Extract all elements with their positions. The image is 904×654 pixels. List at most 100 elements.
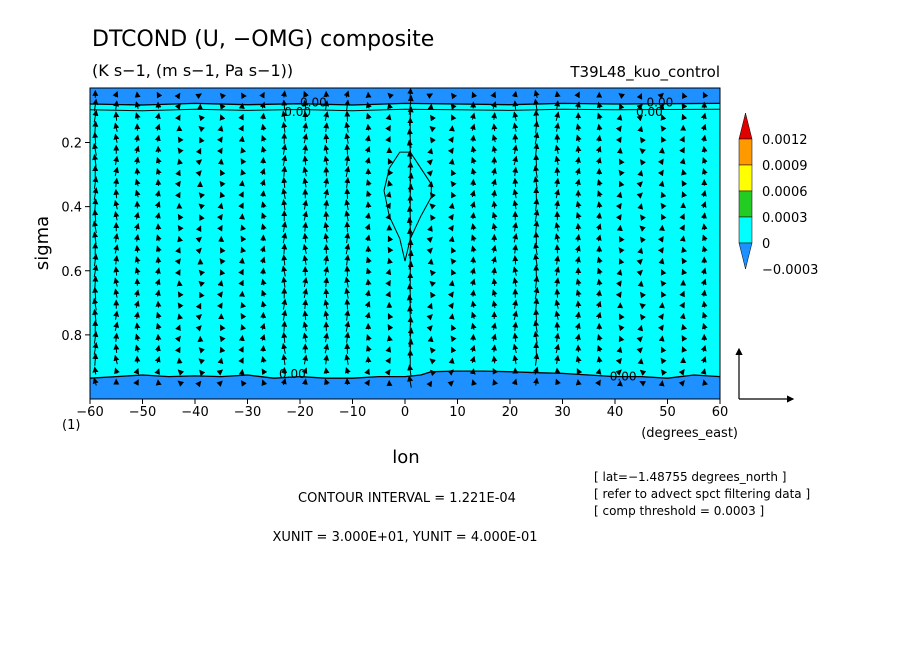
vector-arrow	[679, 224, 685, 232]
vector-arrow	[574, 245, 581, 253]
vector-arrow	[615, 291, 622, 299]
vector-arrow	[155, 379, 162, 386]
vector-arrow	[616, 191, 623, 199]
vector-arrow	[491, 200, 498, 209]
vector-arrow	[92, 253, 99, 267]
vector-arrow	[302, 122, 309, 133]
vector-arrow	[195, 302, 202, 310]
vector-arrow	[92, 353, 99, 366]
vector-arrow	[259, 91, 265, 99]
vector-arrow	[554, 255, 561, 265]
vector-arrow	[491, 112, 498, 120]
vector-arrow	[533, 366, 539, 375]
vector-arrow	[595, 212, 602, 220]
vector-arrow	[533, 109, 540, 123]
vector-arrow	[177, 369, 185, 376]
vector-arrow	[387, 324, 394, 331]
vector-arrow	[219, 103, 226, 110]
vector-arrow	[302, 310, 309, 321]
vector-arrow	[198, 280, 205, 288]
vector-arrow	[113, 321, 119, 332]
vector-arrow	[133, 145, 140, 154]
vector-arrow	[177, 147, 184, 155]
vector-arrow	[155, 167, 162, 175]
vector-arrow	[133, 300, 140, 309]
vector-arrow	[448, 235, 455, 243]
vector-arrow	[636, 347, 643, 354]
vector-arrow	[660, 346, 667, 354]
vector-arrow	[636, 92, 643, 100]
vector-arrow	[512, 166, 519, 177]
vector-arrow	[679, 157, 686, 165]
vector-arrow	[512, 155, 518, 166]
vector-arrow	[661, 136, 667, 144]
vector-arrow	[302, 210, 309, 221]
vector-arrow	[177, 158, 184, 165]
vector-arrow	[701, 223, 708, 231]
vector-arrow	[470, 234, 477, 242]
vector-arrow	[660, 280, 667, 287]
vector-arrow	[660, 369, 668, 376]
vector-arrow	[469, 355, 476, 364]
chart-title: DTCOND (U, −OMG) composite	[92, 27, 434, 52]
colorbar-segment	[738, 190, 753, 218]
vector-arrow	[385, 213, 391, 221]
vector-arrow	[260, 190, 266, 197]
vector-arrow	[636, 103, 643, 111]
vector-arrow	[134, 311, 140, 320]
vector-arrow	[344, 243, 351, 255]
vector-arrow	[470, 223, 477, 231]
vector-arrow	[281, 110, 288, 122]
vector-arrow	[450, 258, 457, 265]
vector-arrow	[364, 157, 371, 164]
vector-arrow	[574, 322, 581, 331]
vector-arrow	[595, 289, 602, 297]
vector-arrow	[470, 311, 477, 319]
vector-arrow	[700, 267, 707, 275]
vector-arrow	[636, 114, 643, 122]
vector-arrow	[385, 346, 392, 353]
vector-arrow	[92, 109, 99, 123]
vector-arrow	[574, 91, 580, 99]
vector-arrow	[616, 269, 623, 276]
vector-arrow	[302, 354, 309, 365]
vector-arrow	[554, 188, 560, 199]
vector-arrow	[657, 169, 664, 177]
vector-arrow	[469, 267, 476, 275]
vector-arrow	[533, 330, 540, 344]
vector-arrow	[533, 353, 540, 366]
vector-arrow	[260, 223, 267, 231]
vector-arrow	[260, 201, 267, 209]
vector-arrow	[216, 213, 223, 221]
x-tick-label: 10	[449, 405, 466, 420]
vector-arrow	[238, 279, 244, 287]
vector-arrow	[554, 310, 561, 320]
vector-arrow	[344, 165, 351, 177]
vector-arrow	[681, 113, 688, 121]
vector-arrow	[618, 258, 625, 265]
vector-arrow	[323, 188, 330, 199]
vector-arrow	[281, 154, 288, 166]
vector-arrow	[113, 100, 120, 110]
vector-arrow	[155, 234, 162, 242]
vector-arrow	[512, 111, 519, 121]
vector-arrow	[679, 312, 686, 320]
vector-arrow	[575, 134, 582, 143]
vector-arrow	[427, 225, 433, 232]
vector-arrow	[219, 114, 226, 121]
vector-arrow	[533, 275, 540, 289]
y-axis: 0.2 0.4 0.6 0.8	[61, 137, 90, 344]
vector-arrow	[679, 135, 685, 143]
vector-arrow	[702, 311, 708, 319]
vector-arrow	[387, 313, 394, 320]
vector-arrow	[198, 192, 205, 199]
vector-arrow	[323, 367, 330, 374]
vector-arrow	[533, 198, 540, 211]
vector-arrow	[512, 221, 519, 232]
units-text: XUNIT = 3.000E+01, YUNIT = 4.000E-01	[273, 530, 538, 545]
vector-arrow	[364, 223, 371, 231]
x-tick-label: 30	[554, 405, 571, 420]
vector-arrow	[134, 333, 141, 342]
vector-arrow	[174, 258, 181, 265]
vector-arrow	[637, 203, 644, 210]
